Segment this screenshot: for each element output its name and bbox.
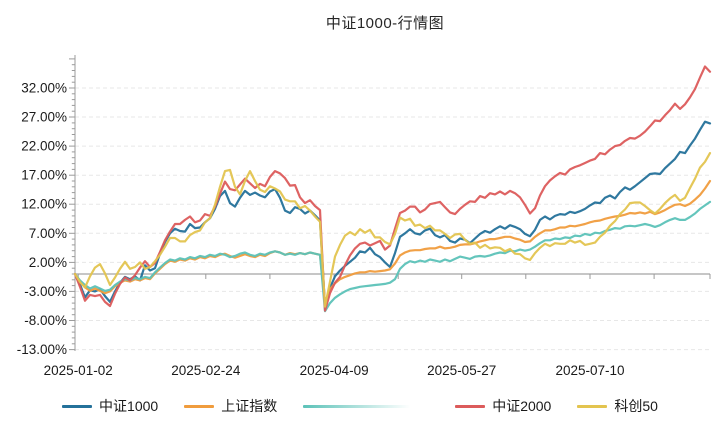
series-line-unnamed <box>73 200 712 313</box>
x-tick-label: 2025-04-09 <box>300 363 369 378</box>
legend-swatch <box>577 404 608 408</box>
y-tick-label: -3.00% <box>24 284 67 299</box>
legend-item-上证指数: 上证指数 <box>184 396 277 416</box>
y-tick-label: 12.00% <box>21 197 67 212</box>
y-tick-label: -13.00% <box>17 342 67 357</box>
legend: 中证1000 上证指数 中证2000 科创50 <box>0 393 720 419</box>
legend-swatch <box>184 404 215 408</box>
y-tick-label: 27.00% <box>21 110 67 125</box>
chart-title: 中证1000-行情图 <box>325 15 445 32</box>
x-tick-label: 2025-07-10 <box>555 363 624 378</box>
series-line-科创50 <box>73 152 712 308</box>
x-tick-label: 2025-05-27 <box>427 363 496 378</box>
series-line-上证指数 <box>73 179 712 304</box>
legend-label: 中证1000 <box>99 398 159 414</box>
y-tick-label: 17.00% <box>21 168 67 183</box>
legend-swatch <box>62 404 93 408</box>
series-line-中证1000 <box>73 120 712 308</box>
y-tick-label: -8.00% <box>24 313 67 328</box>
y-tick-label: 2.00% <box>29 255 67 270</box>
y-tick-label: 22.00% <box>21 139 67 154</box>
y-tick-label: 32.00% <box>21 81 67 96</box>
x-tick-label: 2025-01-02 <box>44 363 113 378</box>
y-tick-label: 7.00% <box>29 226 67 241</box>
legend-item-unnamed <box>303 404 430 408</box>
legend-item-科创50: 科创50 <box>577 396 658 416</box>
legend-swatch <box>455 404 486 408</box>
legend-item-中证1000: 中证1000 <box>62 396 158 416</box>
legend-label: 中证2000 <box>492 398 552 414</box>
legend-label: 科创50 <box>614 398 658 414</box>
x-tick-label: 2025-02-24 <box>171 363 241 378</box>
legend-label: 上证指数 <box>221 398 278 414</box>
legend-item-中证2000: 中证2000 <box>455 396 551 416</box>
legend-swatch <box>303 404 430 408</box>
